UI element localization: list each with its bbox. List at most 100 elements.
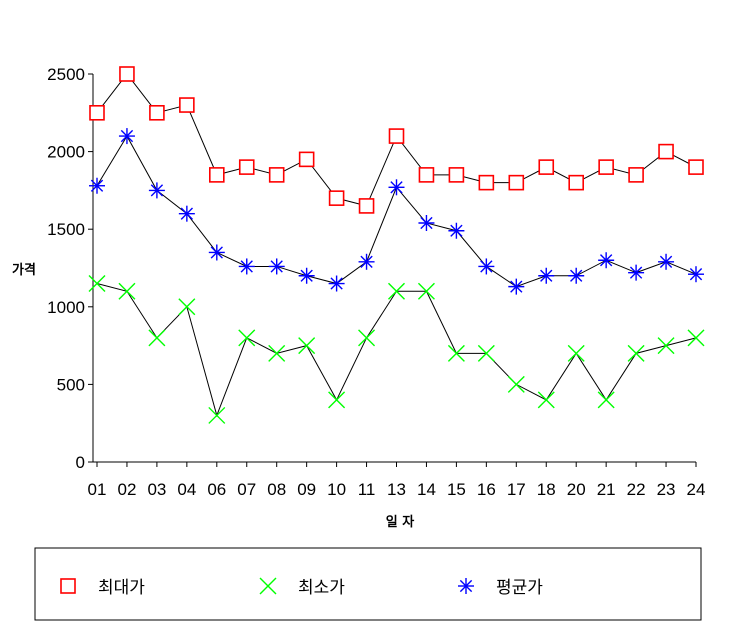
x-tick-label: 18	[537, 480, 556, 499]
series-2-point	[687, 329, 705, 347]
x-tick-label: 01	[88, 480, 107, 499]
series-1-point	[209, 167, 225, 183]
series-1-point	[238, 159, 255, 175]
series-3-point	[388, 179, 405, 196]
series-1-point	[149, 105, 165, 121]
legend-marker-3	[458, 578, 474, 594]
series-3-point	[208, 244, 225, 261]
series-3-point	[148, 182, 165, 199]
series-3-point	[178, 205, 195, 222]
series-2-point	[597, 391, 615, 409]
series-2-point	[627, 344, 645, 362]
y-tick-label: 1500	[47, 220, 85, 239]
series-3-point	[598, 252, 615, 269]
series-1-point	[418, 167, 435, 183]
series-3-point	[448, 222, 465, 239]
plot-area: 0 500 1000 1500 2000 2500 01 02 03 04 06 07 08 09 10 11…	[47, 65, 705, 499]
x-tick-label: 24	[687, 480, 706, 499]
series-2-point	[388, 282, 405, 300]
x-tick-label: 21	[597, 480, 616, 499]
series-3-point	[658, 253, 675, 270]
x-tick-label: 02	[117, 480, 136, 499]
x-tick-label: 10	[327, 480, 346, 499]
series-1-point	[628, 167, 644, 183]
series-2-point	[88, 275, 106, 293]
legend-label-2: 최소가	[298, 578, 345, 598]
series-line-2	[96, 283, 697, 418]
legend-marker-1	[60, 578, 76, 594]
series-3-point	[688, 266, 704, 283]
legend: 최대가 최소가 평균가	[60, 577, 543, 598]
series-1-point	[658, 143, 674, 160]
series-2-point	[208, 406, 226, 424]
series-2-point	[118, 282, 136, 300]
x-tick-label: 15	[447, 480, 466, 499]
series-2-point	[477, 344, 495, 362]
series-2-point	[178, 298, 196, 316]
x-tick-label: 11	[358, 480, 376, 499]
x-tick-label: 09	[297, 480, 316, 499]
series-3-point	[508, 278, 525, 295]
y-tick-label: 1000	[47, 298, 85, 317]
series-3-point	[538, 267, 555, 284]
legend-marker-2	[259, 577, 277, 595]
x-tick-label: 04	[177, 480, 196, 499]
series-2-point	[657, 337, 675, 355]
x-axis-title: 일 자	[386, 515, 414, 530]
series-2-point	[328, 391, 346, 409]
series-1-point	[388, 128, 405, 144]
series-3-point	[568, 267, 585, 284]
series-1-point	[89, 105, 105, 121]
x-tick-label: 17	[507, 480, 526, 499]
x-tick-label: 13	[387, 480, 406, 499]
series-1-point	[298, 151, 315, 168]
series-3-point	[358, 253, 375, 270]
series-2-point	[537, 391, 555, 409]
series-3-point	[89, 177, 105, 194]
y-tick-label: 2500	[47, 65, 85, 84]
y-axis-title: 가격	[12, 263, 36, 278]
series-3-point	[238, 258, 255, 275]
series-1-point	[478, 174, 495, 191]
series-1-point	[568, 174, 585, 191]
series-2-point	[268, 344, 286, 362]
series-2-point	[447, 344, 465, 362]
y-tick-label: 500	[57, 375, 85, 394]
series-1-point	[358, 198, 375, 214]
x-tick-label: 06	[207, 480, 226, 499]
series-3-point	[628, 264, 645, 281]
series-2-point	[298, 337, 316, 355]
series-1-point	[508, 174, 525, 191]
series-3-point	[478, 258, 495, 275]
series-2-point	[417, 282, 435, 300]
series-2-point	[148, 329, 166, 347]
x-tick-label: 23	[657, 480, 676, 499]
series-3-point	[268, 258, 285, 275]
y-tick-label: 2000	[47, 143, 85, 162]
series-1-point	[598, 159, 614, 175]
series-2-point	[358, 329, 376, 347]
legend-box	[34, 547, 702, 621]
series-2-point	[567, 344, 585, 362]
series-3-point	[118, 128, 135, 145]
series-2-point	[507, 375, 525, 393]
series-3-point	[298, 267, 315, 284]
legend-label-1: 최대가	[98, 578, 145, 598]
series-1-point	[268, 167, 285, 183]
series-2-point	[238, 329, 256, 347]
x-tick-label: 14	[417, 480, 436, 499]
y-tick-label: 0	[76, 453, 85, 472]
series-1-point	[538, 159, 555, 175]
series-1-point	[688, 159, 704, 175]
series-1-point	[119, 66, 135, 82]
x-tick-label: 16	[477, 480, 496, 499]
legend-label-3: 평균가	[496, 578, 543, 598]
x-tick-label: 20	[567, 480, 586, 499]
series-3-point	[328, 275, 345, 292]
series-3-point	[418, 214, 435, 231]
x-tick-label: 22	[627, 480, 646, 499]
series-1-point	[448, 167, 465, 183]
series-1-point	[328, 190, 345, 206]
x-tick-label: 03	[147, 480, 166, 499]
